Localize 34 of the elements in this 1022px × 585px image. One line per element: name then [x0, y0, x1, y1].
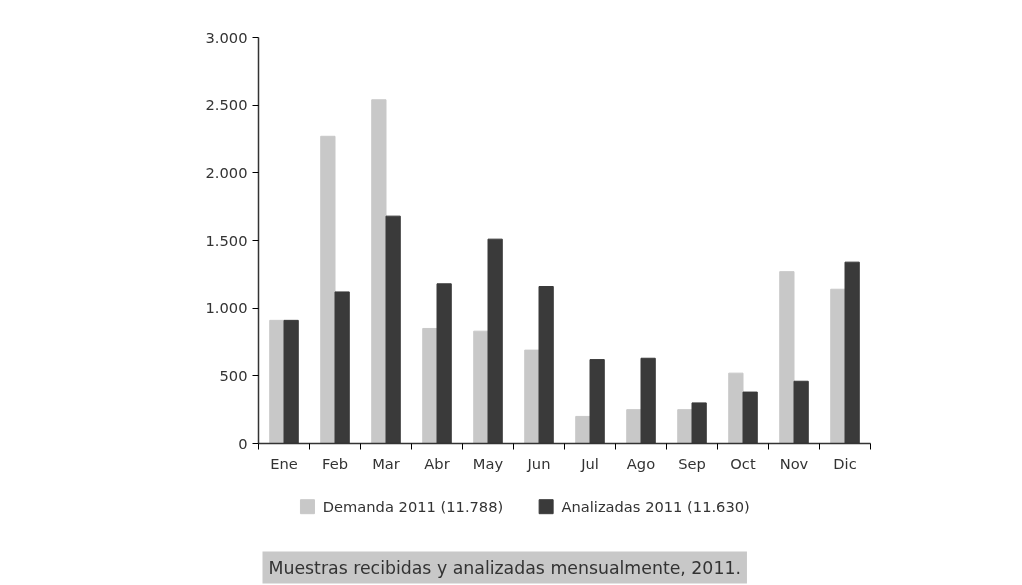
legend-label: Demanda 2011 (11.788)	[322, 498, 504, 516]
x-tick-label: Nov	[779, 454, 809, 472]
bar	[677, 409, 693, 444]
bar	[473, 330, 489, 444]
bar	[779, 271, 795, 444]
bar	[269, 319, 285, 444]
bar	[626, 409, 642, 444]
y-tick-label: 500	[219, 366, 248, 384]
x-tick-label: Sep	[678, 454, 706, 472]
y-tick-label: 0	[238, 434, 248, 452]
x-tick-label: Feb	[322, 454, 348, 472]
x-tick-label: Abr	[424, 454, 451, 472]
x-tick-label: Ago	[626, 454, 656, 472]
legend-label: Analizadas 2011 (11.630)	[561, 498, 750, 516]
bar	[830, 288, 846, 444]
y-tick-label: 1.500	[205, 231, 248, 249]
x-tick-label: Ene	[270, 454, 298, 472]
y-tick-label: 1.000	[205, 299, 248, 317]
y-tick-label: 2.000	[205, 163, 248, 181]
y-tick-label: 2.500	[205, 96, 248, 114]
text: Muestras recibidas y analizadas mensualmente, 2011.	[268, 557, 741, 578]
bar	[422, 327, 438, 444]
y-tick-label: 3.000	[205, 28, 248, 46]
bar	[575, 415, 591, 444]
x-tick-label: Mar	[372, 454, 401, 472]
x-tick-label: Dic	[833, 454, 857, 472]
bar	[320, 135, 336, 444]
bar	[728, 372, 744, 444]
bar	[371, 99, 387, 444]
x-tick-label: Jun	[526, 454, 551, 472]
x-tick-label: May	[472, 454, 504, 472]
x-tick-label: Oct	[730, 454, 756, 472]
x-tick-label: Jul	[580, 454, 599, 472]
bar	[524, 349, 540, 444]
